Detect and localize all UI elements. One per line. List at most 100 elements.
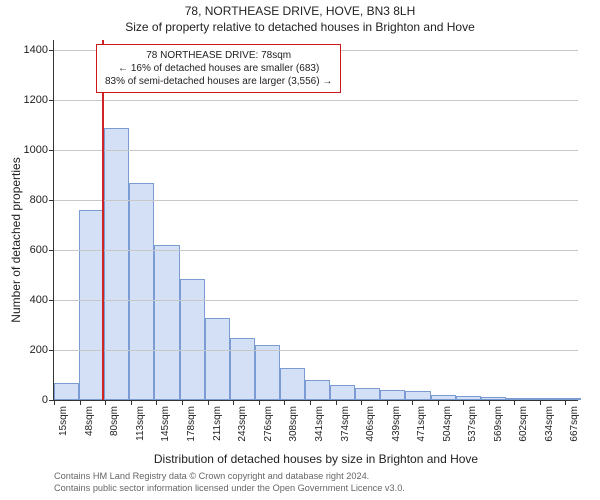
- y-axis-label: Number of detached properties: [9, 157, 23, 322]
- callout-line-3: 83% of semi-detached houses are larger (…: [105, 75, 332, 88]
- y-tick-label: 1000: [24, 144, 48, 156]
- footnote: Contains HM Land Registry data © Crown c…: [54, 470, 578, 494]
- callout-line-1: 78 NORTHEASE DRIVE: 78sqm: [105, 49, 332, 62]
- reference-line: [102, 40, 104, 400]
- x-tick-mark: [387, 400, 388, 405]
- x-tick-mark: [80, 400, 81, 405]
- x-tick-mark: [208, 400, 209, 405]
- x-tick-label: 406sqm: [365, 406, 376, 442]
- callout-box: 78 NORTHEASE DRIVE: 78sqm ← 16% of detac…: [96, 44, 341, 93]
- y-tick-label: 600: [30, 244, 48, 256]
- x-tick-label: 569sqm: [493, 406, 504, 442]
- gridline: [54, 300, 578, 301]
- bar: [481, 397, 506, 400]
- x-tick-mark: [233, 400, 234, 405]
- chart-plot-area: 78 NORTHEASE DRIVE: 78sqm ← 16% of detac…: [54, 40, 578, 400]
- y-tick-mark: [49, 50, 54, 51]
- bar: [280, 368, 305, 401]
- x-tick-label: 602sqm: [518, 406, 529, 442]
- y-tick-mark: [49, 150, 54, 151]
- x-tick-label: 15sqm: [58, 406, 69, 436]
- x-tick-mark: [156, 400, 157, 405]
- bar: [54, 383, 79, 401]
- bar: [506, 398, 531, 400]
- y-tick-mark: [49, 100, 54, 101]
- page-subtitle: Size of property relative to detached ho…: [0, 20, 600, 34]
- y-tick-mark: [49, 300, 54, 301]
- y-tick-mark: [49, 250, 54, 251]
- x-tick-mark: [131, 400, 132, 405]
- x-tick-label: 276sqm: [263, 406, 274, 442]
- x-tick-mark: [336, 400, 337, 405]
- x-tick-label: 48sqm: [84, 406, 95, 436]
- bar: [205, 318, 230, 401]
- page-root: 78, NORTHEASE DRIVE, HOVE, BN3 8LH Size …: [0, 0, 600, 500]
- bar: [154, 245, 179, 400]
- y-tick-mark: [49, 350, 54, 351]
- bar: [355, 388, 380, 401]
- x-tick-label: 145sqm: [160, 406, 171, 442]
- y-tick-label: 1400: [24, 44, 48, 56]
- bar: [180, 279, 205, 400]
- gridline: [54, 200, 578, 201]
- x-tick-mark: [284, 400, 285, 405]
- x-tick-mark: [514, 400, 515, 405]
- x-tick-label: 439sqm: [391, 406, 402, 442]
- x-axis-label: Distribution of detached houses by size …: [54, 452, 578, 466]
- bar: [305, 380, 330, 400]
- x-tick-mark: [489, 400, 490, 405]
- y-tick-label: 400: [30, 294, 48, 306]
- x-tick-label: 374sqm: [340, 406, 351, 442]
- x-tick-mark: [105, 400, 106, 405]
- footnote-line-2: Contains public sector information licen…: [54, 482, 578, 494]
- bar: [255, 345, 280, 400]
- y-tick-label: 1200: [24, 94, 48, 106]
- bar: [380, 390, 405, 400]
- x-tick-mark: [259, 400, 260, 405]
- bar: [230, 338, 255, 401]
- bar: [405, 391, 430, 400]
- y-tick-mark: [49, 200, 54, 201]
- bar: [104, 128, 129, 401]
- bar: [431, 395, 456, 400]
- x-tick-label: 243sqm: [237, 406, 248, 442]
- x-tick-label: 341sqm: [314, 406, 325, 442]
- x-tick-mark: [182, 400, 183, 405]
- y-tick-label: 200: [30, 344, 48, 356]
- x-tick-label: 471sqm: [416, 406, 427, 442]
- gridline: [54, 350, 578, 351]
- y-tick-label: 0: [42, 394, 48, 406]
- x-tick-label: 80sqm: [109, 406, 120, 436]
- x-tick-label: 504sqm: [442, 406, 453, 442]
- bar: [79, 210, 104, 400]
- footnote-line-1: Contains HM Land Registry data © Crown c…: [54, 470, 578, 482]
- x-tick-mark: [540, 400, 541, 405]
- bar: [556, 398, 581, 400]
- callout-line-2: ← 16% of detached houses are smaller (68…: [105, 62, 332, 75]
- y-tick-label: 800: [30, 194, 48, 206]
- gridline: [54, 250, 578, 251]
- x-tick-label: 667sqm: [569, 406, 580, 442]
- x-tick-mark: [310, 400, 311, 405]
- x-tick-label: 178sqm: [186, 406, 197, 442]
- x-tick-label: 537sqm: [467, 406, 478, 442]
- x-tick-label: 308sqm: [288, 406, 299, 442]
- bar: [330, 385, 355, 400]
- x-axis-line: [54, 400, 578, 401]
- x-tick-mark: [361, 400, 362, 405]
- bar: [129, 183, 154, 401]
- gridline: [54, 100, 578, 101]
- x-tick-label: 634sqm: [544, 406, 555, 442]
- bar: [531, 398, 556, 400]
- gridline: [54, 150, 578, 151]
- x-tick-label: 211sqm: [212, 406, 223, 441]
- x-tick-label: 113sqm: [135, 406, 146, 441]
- page-title: 78, NORTHEASE DRIVE, HOVE, BN3 8LH: [0, 4, 600, 18]
- x-tick-mark: [463, 400, 464, 405]
- x-tick-mark: [54, 400, 55, 405]
- x-tick-mark: [438, 400, 439, 405]
- x-tick-mark: [565, 400, 566, 405]
- bar: [456, 396, 481, 401]
- x-tick-mark: [412, 400, 413, 405]
- bars-layer: [54, 40, 578, 400]
